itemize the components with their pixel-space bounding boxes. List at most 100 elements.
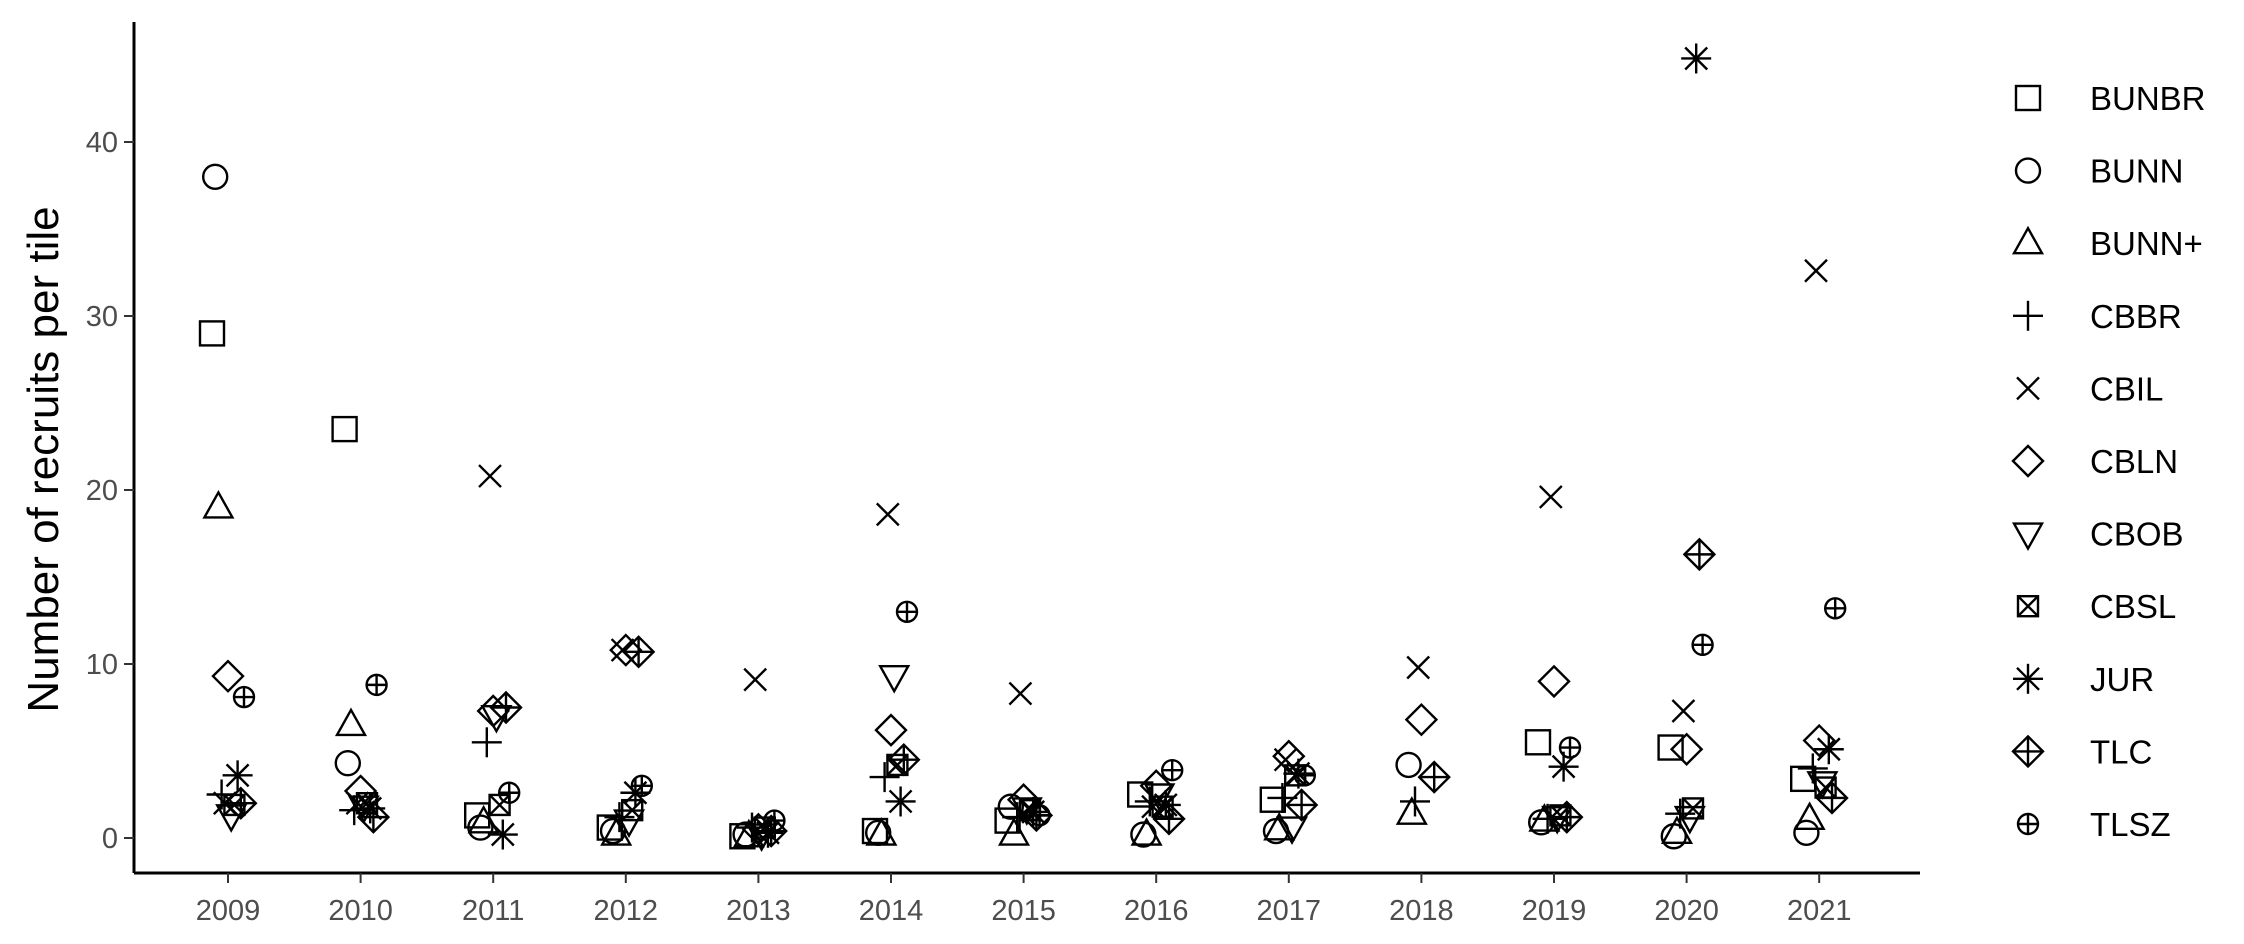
legend-item: CBIL [2016, 370, 2163, 407]
x-tick-label: 2009 [196, 895, 261, 927]
legend-symbol [2013, 663, 2043, 694]
legend-item: TLC [2011, 733, 2152, 770]
legend-item: CBBR [2013, 298, 2182, 335]
data-point [609, 633, 643, 667]
data-point [1682, 537, 1717, 572]
y-tick-label: 20 [86, 475, 118, 507]
data-point [334, 749, 361, 777]
data-point [201, 163, 229, 191]
data-point [1406, 655, 1431, 680]
data-point [467, 814, 494, 841]
legend-symbol [2014, 157, 2042, 184]
data-point [1681, 43, 1712, 74]
data-point [997, 793, 1024, 820]
data-point [875, 502, 900, 527]
data-point [202, 489, 235, 519]
legend-item: BUNN+ [2011, 225, 2203, 262]
x-tick-label: 2019 [1522, 895, 1587, 927]
legend-symbol [2011, 444, 2045, 478]
series-cbbr [206, 727, 1828, 843]
data-point [467, 804, 500, 834]
data-point [343, 774, 378, 808]
data-point [1417, 760, 1451, 794]
data-point [1815, 781, 1849, 815]
data-point [211, 659, 245, 693]
legend-item: CBOB [2011, 516, 2184, 553]
legend-label: CBOB [2090, 516, 2184, 553]
data-point [599, 817, 627, 845]
data-point [743, 667, 768, 692]
series-tlc [224, 537, 1849, 848]
data-point [1548, 751, 1579, 782]
data-point [1284, 788, 1319, 822]
data-points [198, 43, 1849, 852]
legend-label: CBIL [2090, 370, 2163, 407]
data-point [1550, 800, 1584, 834]
data-point [869, 762, 900, 793]
data-point [1657, 734, 1684, 761]
data-point [1275, 816, 1309, 846]
legend-item: TLSZ [2016, 806, 2171, 843]
data-point [1524, 729, 1552, 756]
data-point [1400, 786, 1430, 817]
data-point [895, 600, 919, 623]
y-tick-label: 30 [86, 301, 118, 333]
data-point [1538, 485, 1563, 509]
series-cbil [212, 258, 1828, 819]
x-tick-label: 2016 [1124, 895, 1189, 927]
x-tick-label: 2013 [726, 895, 791, 927]
data-point [1669, 732, 1704, 766]
series-jur [222, 43, 1844, 850]
data-point [1263, 811, 1296, 841]
data-point [471, 727, 502, 758]
data-point [1691, 633, 1714, 657]
data-point [874, 713, 908, 747]
y-tick-label: 0 [102, 823, 118, 855]
legend-label: CBLN [2090, 443, 2178, 480]
data-point [487, 819, 518, 850]
legend-symbol [2014, 84, 2042, 112]
data-point [489, 690, 523, 725]
legend-item: BUNBR [2014, 80, 2206, 117]
data-point [1793, 819, 1820, 846]
data-point [630, 774, 653, 797]
legend-symbol [2016, 595, 2040, 618]
x-tick-label: 2018 [1389, 895, 1454, 927]
legend-label: BUNBR [2090, 80, 2206, 117]
x-tick-label: 2015 [991, 895, 1056, 927]
legend-item: CBSL [2016, 588, 2176, 625]
x-tick-label: 2011 [462, 895, 524, 927]
legend-symbol [2016, 812, 2040, 836]
data-point [222, 760, 253, 791]
data-point [1272, 739, 1306, 773]
data-point [478, 464, 502, 488]
data-point [1793, 801, 1826, 831]
x-tick-label: 2010 [328, 895, 393, 927]
data-point [621, 635, 656, 669]
data-point [1660, 815, 1694, 844]
data-point [488, 793, 511, 817]
data-point [763, 809, 786, 832]
data-point [600, 817, 633, 846]
data-point [885, 786, 916, 817]
data-point [1395, 751, 1422, 779]
x-tick-label: 2014 [859, 895, 924, 927]
legend-symbol [2011, 225, 2045, 255]
legend-item: JUR [2013, 661, 2154, 698]
data-point [1804, 258, 1828, 283]
data-point [1028, 804, 1051, 827]
data-point [365, 673, 388, 697]
series-bunbr [198, 320, 1817, 850]
data-point [865, 817, 898, 846]
series-tlsz [232, 597, 1847, 832]
data-point [1673, 805, 1706, 835]
y-axis-title: Number of recruits per tile [19, 206, 68, 712]
data-point [1681, 797, 1705, 820]
y-tick-label: 40 [86, 127, 118, 159]
legend-label: TLC [2090, 733, 2152, 770]
legend-label: BUNN+ [2090, 225, 2203, 262]
data-point [1404, 702, 1439, 737]
legend-symbol [2011, 734, 2045, 769]
